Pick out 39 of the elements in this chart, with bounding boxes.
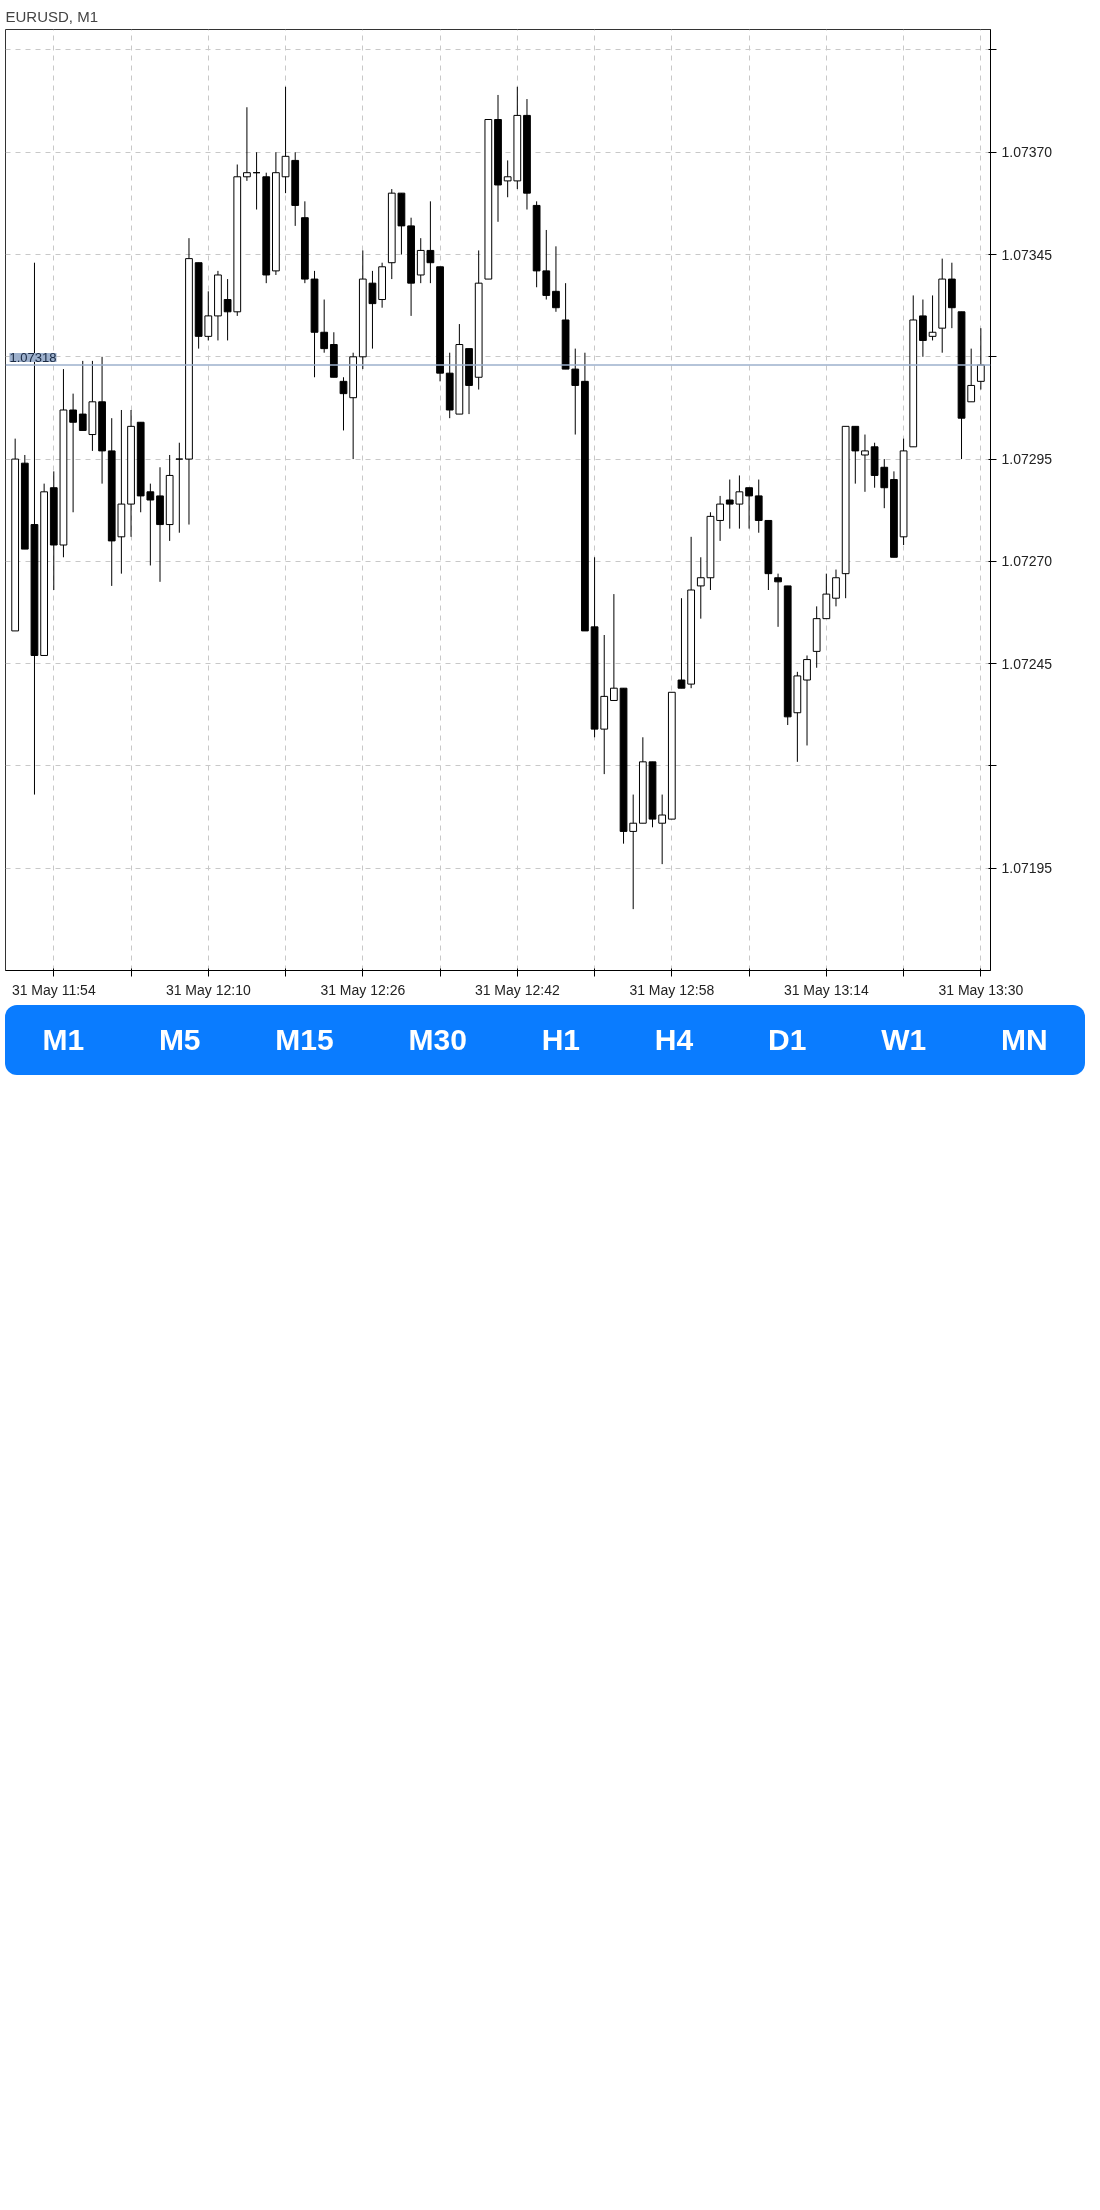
y-tick-label: 1.07270 (1001, 553, 1053, 570)
ref-line-label: 1.07318 (9, 349, 57, 365)
candlestick (552, 245, 560, 313)
text: D1 (767, 1023, 807, 1057)
candlestick (976, 327, 985, 391)
candlestick (320, 299, 329, 354)
y-tick-label: 1.07245 (1001, 655, 1053, 672)
x-tick-label: 31 May 13:30 (938, 981, 1024, 998)
text: M15 (275, 1023, 334, 1057)
text: MN (1000, 1023, 1048, 1057)
y-tick-label: 1.07195 (1001, 860, 1053, 877)
candlestick (832, 569, 840, 607)
text: M5 (158, 1023, 201, 1057)
y-tick-label: 1.07295 (1001, 451, 1053, 468)
candlestick (243, 106, 251, 182)
text: H1 (541, 1023, 581, 1057)
text: M1 (42, 1023, 85, 1057)
candlestick (610, 593, 618, 701)
candlestick (745, 487, 753, 530)
candlestick (774, 573, 782, 628)
text: H4 (654, 1023, 694, 1057)
candlestick (861, 434, 869, 493)
candlestick (803, 654, 811, 746)
x-tick-label: 31 May 12:42 (474, 981, 560, 998)
candlestick (928, 294, 937, 341)
candlestick (175, 442, 184, 534)
x-tick-label: 31 May 12:58 (629, 981, 715, 998)
candlestick (571, 348, 580, 436)
y-tick-label: 1.07370 (1001, 144, 1053, 161)
candlestick (69, 393, 77, 513)
x-tick-label: 31 May 11:54 (11, 981, 96, 998)
x-tick-label: 31 May 13:14 (783, 981, 869, 998)
candlestick (716, 495, 724, 542)
chart-title: EURUSD, M1 (5, 7, 99, 25)
x-tick-label: 31 May 12:10 (165, 981, 251, 998)
text: W1 (881, 1023, 927, 1057)
x-tick-label: 31 May 12:26 (320, 981, 406, 998)
y-tick-label: 1.07345 (1001, 246, 1053, 263)
text: M30 (408, 1023, 467, 1057)
